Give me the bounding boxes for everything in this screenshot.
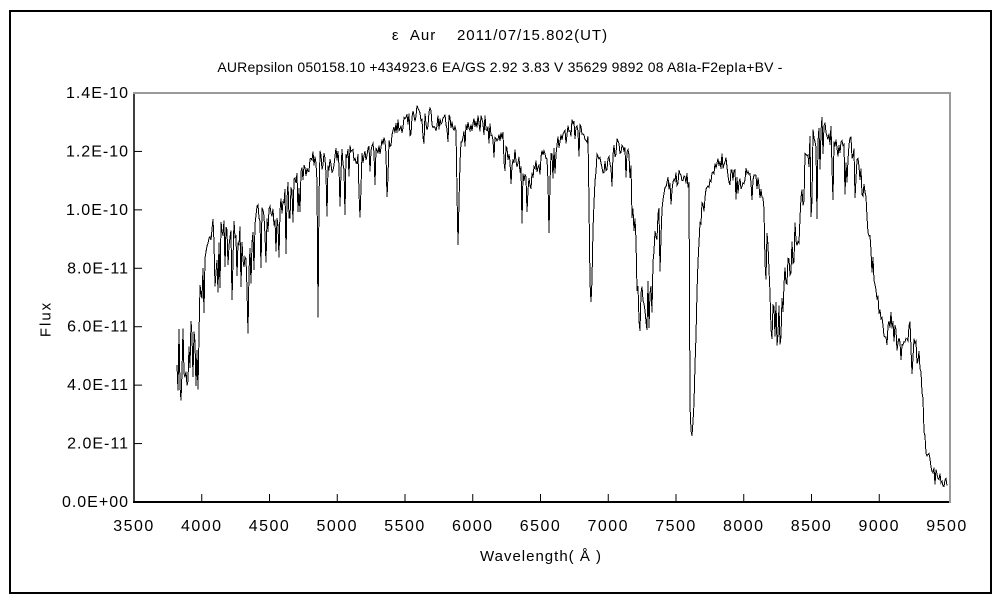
- y-tick-label: 0.0E+00: [62, 494, 129, 511]
- x-tick-label: 7000: [587, 518, 629, 535]
- x-tick-label: 9500: [926, 518, 968, 535]
- x-tick-label: 4000: [181, 518, 223, 535]
- spectrum-curve: [176, 105, 948, 488]
- chart-subtitle-catalog-line: AURepsilon 050158.10 +434923.6 EA/GS 2.9…: [217, 59, 783, 75]
- y-tick-label: 4.0E-11: [67, 377, 129, 394]
- x-tick-label: 8000: [723, 518, 765, 535]
- x-axis-title: Wavelength( Å ): [480, 548, 602, 565]
- chart-title: ε Aur 2011/07/15.802(UT): [391, 27, 609, 44]
- x-tick-label: 6500: [520, 518, 562, 535]
- y-tick-label: 8.0E-11: [67, 260, 129, 277]
- y-tick-label: 1.4E-10: [66, 85, 129, 102]
- x-tick-label: 3500: [113, 518, 155, 535]
- x-tick-label: 9000: [858, 518, 900, 535]
- x-tick-label: 5000: [316, 518, 358, 535]
- x-tick-label: 5500: [384, 518, 426, 535]
- y-tick-label: 6.0E-11: [67, 319, 129, 336]
- y-tick-label: 1.0E-10: [66, 202, 129, 219]
- x-tick-label: 6000: [452, 518, 494, 535]
- x-tick-label: 4500: [249, 518, 291, 535]
- y-tick-label: 2.0E-11: [67, 436, 129, 453]
- y-tick-label: 1.2E-10: [66, 143, 129, 160]
- x-tick-label: 7500: [655, 518, 697, 535]
- x-tick-label: 8500: [791, 518, 833, 535]
